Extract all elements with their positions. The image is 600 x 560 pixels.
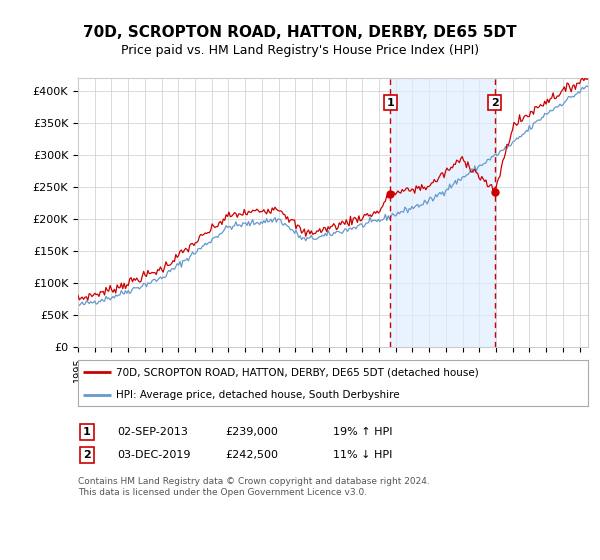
Text: 19% ↑ HPI: 19% ↑ HPI <box>333 427 392 437</box>
Text: 1: 1 <box>83 427 91 437</box>
Text: 2: 2 <box>491 98 499 108</box>
Bar <box>390 78 494 347</box>
Text: Contains HM Land Registry data © Crown copyright and database right 2024.
This d: Contains HM Land Registry data © Crown c… <box>78 477 430 497</box>
Text: 70D, SCROPTON ROAD, HATTON, DERBY, DE65 5DT (detached house): 70D, SCROPTON ROAD, HATTON, DERBY, DE65 … <box>116 367 479 377</box>
Text: 03-DEC-2019: 03-DEC-2019 <box>117 450 191 460</box>
Text: 1: 1 <box>386 98 394 108</box>
Text: 02-SEP-2013: 02-SEP-2013 <box>117 427 188 437</box>
Text: Price paid vs. HM Land Registry's House Price Index (HPI): Price paid vs. HM Land Registry's House … <box>121 44 479 57</box>
Text: £239,000: £239,000 <box>225 427 278 437</box>
Text: HPI: Average price, detached house, South Derbyshire: HPI: Average price, detached house, Sout… <box>116 390 400 399</box>
Text: £242,500: £242,500 <box>225 450 278 460</box>
Text: 2: 2 <box>83 450 91 460</box>
Text: 70D, SCROPTON ROAD, HATTON, DERBY, DE65 5DT: 70D, SCROPTON ROAD, HATTON, DERBY, DE65 … <box>83 25 517 40</box>
Text: 11% ↓ HPI: 11% ↓ HPI <box>333 450 392 460</box>
